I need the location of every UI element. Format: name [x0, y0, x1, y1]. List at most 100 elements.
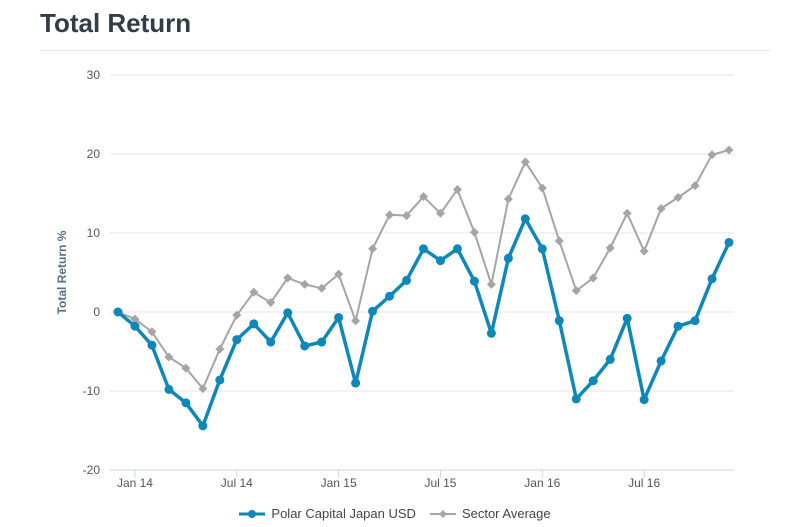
data-point[interactable] [419, 192, 428, 202]
data-point[interactable] [147, 340, 157, 350]
data-point[interactable] [571, 394, 581, 404]
data-point[interactable] [588, 376, 598, 386]
y-tick-label: -10 [83, 384, 101, 398]
data-point[interactable] [554, 236, 564, 246]
x-axis-ticks: Jan 14 Jul 14 Jan 15 Jul 15 Jan 16 Jul 16 [117, 470, 660, 490]
data-point[interactable] [656, 356, 666, 366]
data-point[interactable] [368, 306, 378, 316]
data-point[interactable] [385, 210, 395, 220]
legend-swatch-series-2 [429, 509, 456, 518]
y-tick-label: 20 [87, 147, 101, 161]
data-point[interactable] [503, 194, 513, 204]
data-point[interactable] [232, 310, 242, 320]
series-line [117, 149, 730, 390]
data-point[interactable] [537, 183, 547, 193]
y-tick-label: 0 [93, 305, 100, 319]
data-point[interactable] [673, 192, 683, 202]
title-divider [40, 50, 770, 51]
x-tick-label: Jul 16 [628, 476, 660, 490]
data-point[interactable] [690, 181, 700, 191]
legend-item-series-1[interactable]: Polar Capital Japan USD [239, 506, 416, 521]
legend-item-series-2[interactable]: Sector Average [429, 506, 551, 521]
data-point[interactable] [452, 185, 462, 195]
data-point[interactable] [435, 208, 445, 218]
data-point[interactable] [249, 319, 259, 329]
data-point[interactable] [351, 316, 361, 326]
data-point[interactable] [130, 321, 140, 331]
data-point[interactable] [334, 269, 344, 279]
data-point[interactable] [588, 273, 598, 283]
series-1 [113, 214, 734, 431]
data-point[interactable] [181, 363, 191, 373]
data-point[interactable] [537, 244, 547, 254]
data-point[interactable] [639, 246, 649, 256]
data-point[interactable] [639, 395, 649, 405]
data-point[interactable] [368, 244, 378, 254]
chart-title: Total Return [40, 8, 192, 38]
data-point[interactable] [198, 421, 208, 431]
data-point[interactable] [317, 337, 327, 347]
y-tick-label: 10 [87, 226, 101, 240]
data-point[interactable] [486, 279, 496, 289]
data-point[interactable] [215, 375, 225, 385]
data-point[interactable] [571, 286, 581, 296]
data-point[interactable] [605, 243, 615, 253]
data-point[interactable] [520, 157, 530, 167]
series-2 [113, 145, 734, 394]
data-point[interactable] [283, 308, 293, 318]
data-point[interactable] [317, 283, 327, 293]
data-point[interactable] [249, 287, 259, 297]
data-point[interactable] [283, 273, 293, 283]
y-axis-label: Total Return % [55, 230, 69, 314]
data-point[interactable] [385, 291, 395, 301]
data-point[interactable] [164, 352, 174, 362]
data-point[interactable] [215, 344, 225, 354]
data-point[interactable] [469, 227, 479, 237]
data-point[interactable] [300, 279, 310, 289]
x-tick-label: Jan 15 [321, 476, 357, 490]
data-point[interactable] [486, 328, 496, 338]
data-point[interactable] [232, 335, 242, 345]
data-point[interactable] [351, 378, 361, 388]
legend-label-series-1: Polar Capital Japan USD [271, 506, 416, 521]
data-point[interactable] [266, 298, 276, 308]
data-point[interactable] [707, 150, 717, 160]
data-point[interactable] [554, 316, 564, 326]
data-point[interactable] [707, 274, 717, 284]
data-point[interactable] [130, 314, 140, 324]
data-point[interactable] [198, 384, 208, 394]
data-point[interactable] [724, 145, 734, 155]
data-point[interactable] [520, 214, 530, 224]
data-point[interactable] [402, 211, 412, 221]
data-point[interactable] [605, 354, 615, 364]
gridlines [110, 74, 734, 471]
legend-swatch-series-1 [239, 509, 266, 518]
data-point[interactable] [724, 237, 734, 247]
x-tick-label: Jan 16 [524, 476, 560, 490]
data-point[interactable] [402, 275, 412, 285]
y-tick-label: 30 [87, 68, 101, 82]
data-point[interactable] [622, 208, 632, 218]
data-point[interactable] [656, 204, 666, 214]
data-point[interactable] [690, 316, 700, 326]
data-point[interactable] [147, 327, 157, 337]
data-point[interactable] [181, 398, 191, 408]
series [113, 145, 734, 431]
data-point[interactable] [419, 244, 428, 254]
data-point[interactable] [622, 313, 632, 323]
data-point[interactable] [334, 313, 344, 323]
data-point[interactable] [503, 253, 513, 263]
data-point[interactable] [164, 384, 174, 394]
legend-label-series-2: Sector Average [461, 506, 551, 521]
y-axis-ticks: 30 20 10 0 -10 -20 [83, 68, 101, 477]
data-point[interactable] [469, 276, 479, 286]
x-tick-label: Jan 14 [117, 476, 153, 490]
data-point[interactable] [266, 337, 276, 347]
legend: Polar Capital Japan USD Sector Average [0, 506, 790, 521]
data-point[interactable] [452, 244, 462, 254]
data-point[interactable] [300, 341, 310, 351]
data-point[interactable] [435, 256, 445, 266]
data-point[interactable] [673, 321, 683, 331]
data-point[interactable] [113, 307, 123, 317]
